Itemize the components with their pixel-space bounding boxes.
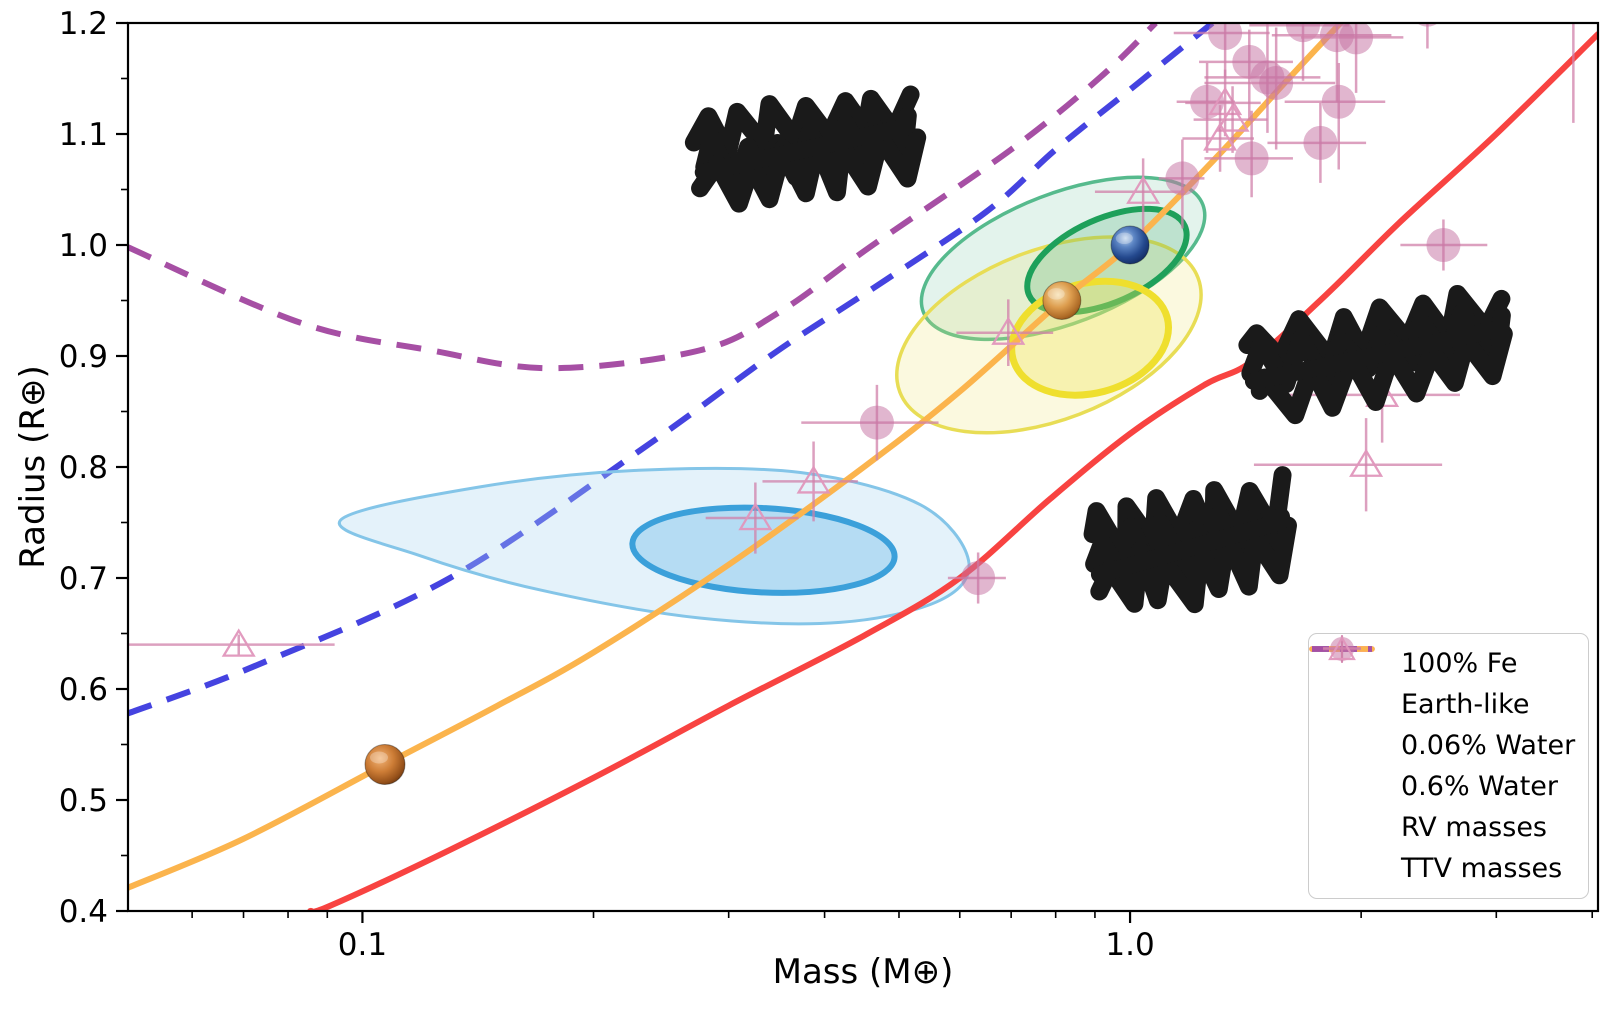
rv-point [1400,219,1488,271]
ttv-point [128,628,335,657]
legend-item-rv-masses: RV masses [1321,636,1588,848]
green-region-outer [919,175,1207,342]
legend-item-ttv-masses: TTV masses [1321,635,1588,889]
model-curves-dashed [128,23,1215,717]
legend-item-0-06-water: 0.06% Water [1312,646,1588,766]
legend-label: TTV masses [1401,853,1563,884]
legend-label: 0.6% Water [1401,771,1558,802]
legend-label: 100% Fe [1401,648,1518,679]
x-tick-label: 0.1 [338,927,387,963]
y-tick-label: 0.6 [59,672,108,708]
rv-point [1416,23,1438,49]
y-tick-label: 1.2 [59,6,108,42]
ttv-point [1182,105,1254,172]
ttv-point [762,441,858,522]
legend: 100% Fe Earth-like 0.06% Water 0.6% Water RV… [1308,633,1589,899]
planet-venus [1042,281,1082,320]
x-tick-label: 1.0 [1105,927,1154,963]
rv-point [1301,23,1404,93]
x-axis-label: Mass (M⊕) [772,952,954,992]
rv-point [947,552,1006,604]
rv-point [1158,139,1205,229]
y-tick-label: 0.8 [59,450,108,486]
ttv-point [1253,418,1443,512]
y-tick-label: 0.7 [59,561,108,597]
scribble-redaction-1 [684,85,927,213]
curve-100-fe [307,31,1598,911]
ttv-point [1094,158,1186,242]
rv-point [801,384,939,461]
legend-swatch-dashed-icon [1312,646,1387,802]
legend-swatch-circle-icon [1321,636,1387,843]
rv-point [1267,102,1367,183]
ttv-point [705,482,799,554]
y-tick-label: 0.4 [59,894,108,930]
legend-label: RV masses [1401,812,1547,843]
axes: 0.1 1.0 0.4 0.5 0.6 0.7 0.8 0.9 1.0 1.1 1.2 [59,6,1600,963]
scribble-redaction-2 [1238,284,1513,425]
planet-mars [364,743,406,785]
y-tick-label: 1.0 [59,228,108,264]
planet-earth [1110,225,1150,265]
y-axis-label: Radius (R⊕) [13,365,53,569]
ttv-point [1193,86,1268,153]
legend-item-0-6-water: 0.6% Water [1312,646,1588,807]
scribble-redaction-3 [1083,466,1297,614]
legend-swatch-triangle-icon [1321,635,1387,884]
solar-system-planets [364,225,1150,785]
redaction-scribbles [684,85,1513,614]
ttv-point [956,299,1054,366]
legend-swatch-line-icon [1309,646,1387,720]
legend-label: 0.06% Water [1401,730,1576,761]
curve-0-6-water [128,23,1158,372]
legend-item-earth-like: Earth-like [1309,646,1588,725]
y-tick-label: 1.1 [59,117,108,153]
legend-swatch-dashed-icon [1312,646,1387,761]
rv-point [1284,62,1386,170]
blue-region-inner [629,504,898,596]
curve-0-06-water [128,23,1215,717]
y-tick-label: 0.5 [59,783,108,819]
legend-label: Earth-like [1401,689,1530,720]
y-tick-label: 0.9 [59,339,108,375]
